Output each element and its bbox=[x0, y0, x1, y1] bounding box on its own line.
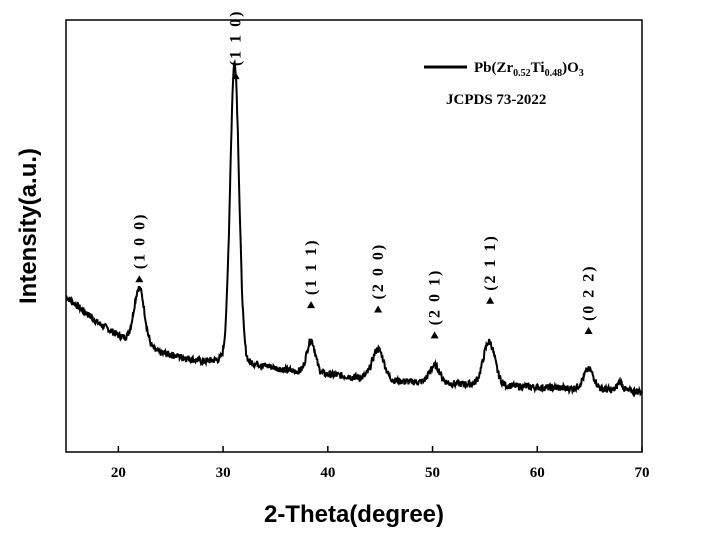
legend-label-part: Ti bbox=[531, 60, 545, 76]
peak-label: (1 0 0) bbox=[131, 213, 148, 270]
peak-marker bbox=[231, 72, 240, 80]
peak-marker bbox=[430, 331, 439, 339]
peak-label: (1 1 0) bbox=[228, 10, 245, 67]
legend-label-subscript: 0.52 bbox=[513, 68, 531, 79]
x-tick-label: 30 bbox=[216, 465, 231, 481]
x-axis-tick-labels: 20 30 40 50 60 70 bbox=[111, 465, 650, 481]
plot-frame bbox=[65, 19, 643, 453]
peak-label: (0 2 2) bbox=[581, 264, 598, 321]
peak-labels: (1 0 0) (1 1 0) (1 1 1) (2 0 0) (2 0 1) (2 1 … bbox=[131, 10, 597, 326]
peak-marker bbox=[307, 301, 316, 309]
peak-label: (1 1 1) bbox=[303, 238, 320, 295]
legend: Pb(Zr0.52Ti0.48)O3 JCPDS 73-2022 bbox=[424, 60, 584, 108]
peak-marker bbox=[374, 305, 383, 313]
legend-label: Pb(Zr0.52Ti0.48)O3 bbox=[474, 60, 584, 79]
x-axis-ticks bbox=[117, 446, 643, 452]
legend-reference: JCPDS 73-2022 bbox=[446, 92, 546, 108]
peak-markers bbox=[135, 72, 593, 339]
peak-marker bbox=[135, 275, 144, 283]
x-tick-label: 50 bbox=[425, 465, 440, 481]
xrd-pattern-line bbox=[65, 59, 643, 398]
peak-label: (2 0 0) bbox=[370, 243, 387, 300]
legend-label-subscript: 3 bbox=[579, 68, 584, 79]
y-axis-title: Intensity(a.u.) bbox=[15, 148, 42, 304]
x-axis-title: 2-Theta(degree) bbox=[264, 501, 444, 528]
x-tick-label: 70 bbox=[635, 465, 650, 481]
peak-label: (2 0 1) bbox=[427, 269, 444, 326]
x-tick-label: 60 bbox=[530, 465, 545, 481]
peak-marker bbox=[486, 296, 495, 304]
x-tick-label: 20 bbox=[111, 465, 126, 481]
peak-label: (2 1 1) bbox=[482, 234, 499, 291]
legend-label-part: )O bbox=[562, 60, 579, 76]
peak-marker bbox=[584, 327, 593, 335]
legend-label-subscript: 0.48 bbox=[545, 68, 563, 79]
x-tick-label: 40 bbox=[320, 465, 335, 481]
legend-label-part: Pb(Zr bbox=[474, 60, 514, 76]
